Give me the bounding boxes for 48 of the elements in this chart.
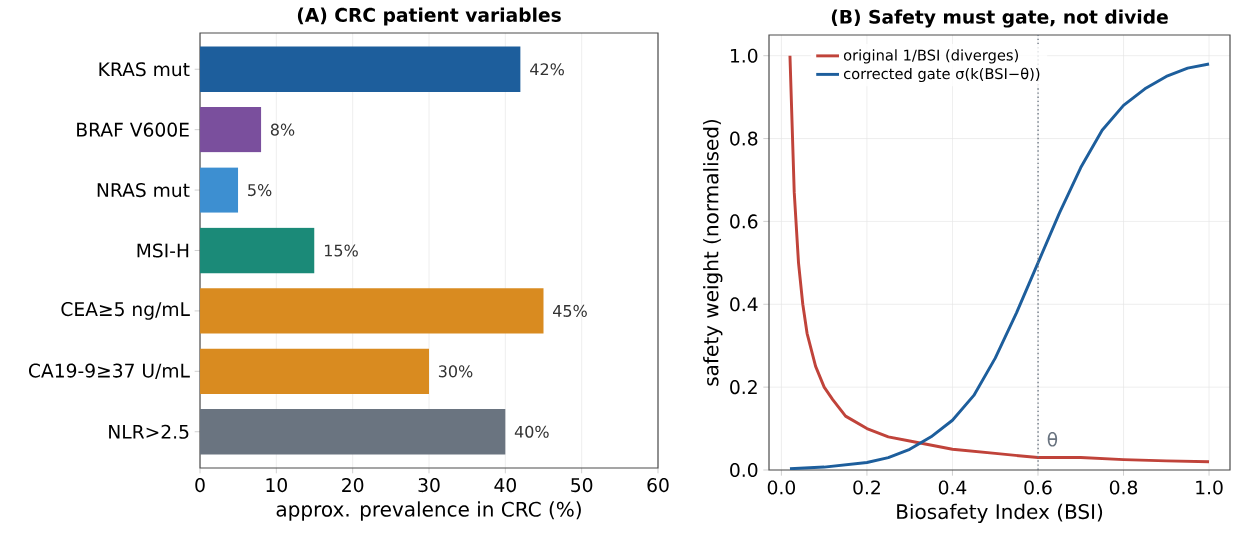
x-tick-label: 10	[266, 478, 287, 493]
y-tick-label: CA19-9≥37 U/mL	[28, 363, 190, 380]
bar	[200, 227, 315, 274]
x-tick-label: 0	[195, 478, 205, 493]
x-tick-label: 60	[647, 478, 669, 493]
data-label: 15%	[324, 244, 358, 257]
y-tick-label: 1.0	[730, 48, 758, 63]
y-tick-label: NLR>2.5	[109, 424, 189, 439]
data-label: 40%	[514, 425, 549, 438]
x-tick-label: 1.0	[1196, 480, 1223, 495]
bar	[200, 348, 430, 394]
x-tick-label: 0.2	[853, 480, 880, 495]
bar	[200, 167, 239, 213]
x-axis-title: Biosafety Index (BSI)	[897, 503, 1103, 524]
legend-label: corrected gate σ(k(BSI−θ))	[843, 67, 1040, 83]
y-tick-label: 0.6	[730, 214, 758, 229]
bar	[200, 288, 544, 334]
y-tick-label: BRAF V600E	[77, 122, 189, 137]
x-tick-label: 0.6	[1024, 480, 1052, 495]
y-tick-label: MSI-H	[137, 243, 189, 258]
y-tick-label: 0.4	[730, 297, 758, 312]
y-axis-title: safety weight (normalised)	[703, 119, 723, 386]
chart-title: (A) CRC patient variables	[297, 7, 561, 26]
x-tick-label: 20	[342, 478, 364, 493]
x-axis-title: approx. prevalence in CRC (%)	[276, 501, 581, 521]
bar	[200, 409, 506, 455]
x-tick-label: 50	[571, 478, 593, 493]
x-tick-label: 30	[418, 478, 440, 493]
ref-line-label: θ	[1047, 432, 1058, 447]
data-label: 5%	[248, 184, 272, 197]
data-label: 30%	[438, 365, 473, 378]
data-label: 8%	[270, 123, 295, 136]
x-tick-label: 0.8	[1109, 480, 1138, 495]
y-tick-label: 0.0	[730, 462, 758, 478]
x-tick-label: 40	[494, 478, 516, 493]
y-tick-label: CEA≥5 ng/mL	[61, 302, 190, 320]
data-label: 45%	[552, 304, 587, 317]
y-tick-label: NRAS mut	[97, 183, 190, 198]
y-tick-label: 0.8	[730, 131, 758, 146]
bar	[200, 46, 521, 92]
y-tick-label: 0.2	[730, 380, 757, 395]
data-label: 42%	[530, 63, 564, 76]
bar	[200, 107, 262, 153]
chart-title: (B) Safety must gate, not divide	[831, 9, 1168, 28]
x-tick-label: 0.0	[767, 480, 796, 495]
legend-label: original 1/BSI (diverges)	[843, 49, 1019, 64]
x-tick-label: 0.4	[938, 480, 967, 495]
y-tick-label: KRAS mut	[99, 62, 190, 77]
